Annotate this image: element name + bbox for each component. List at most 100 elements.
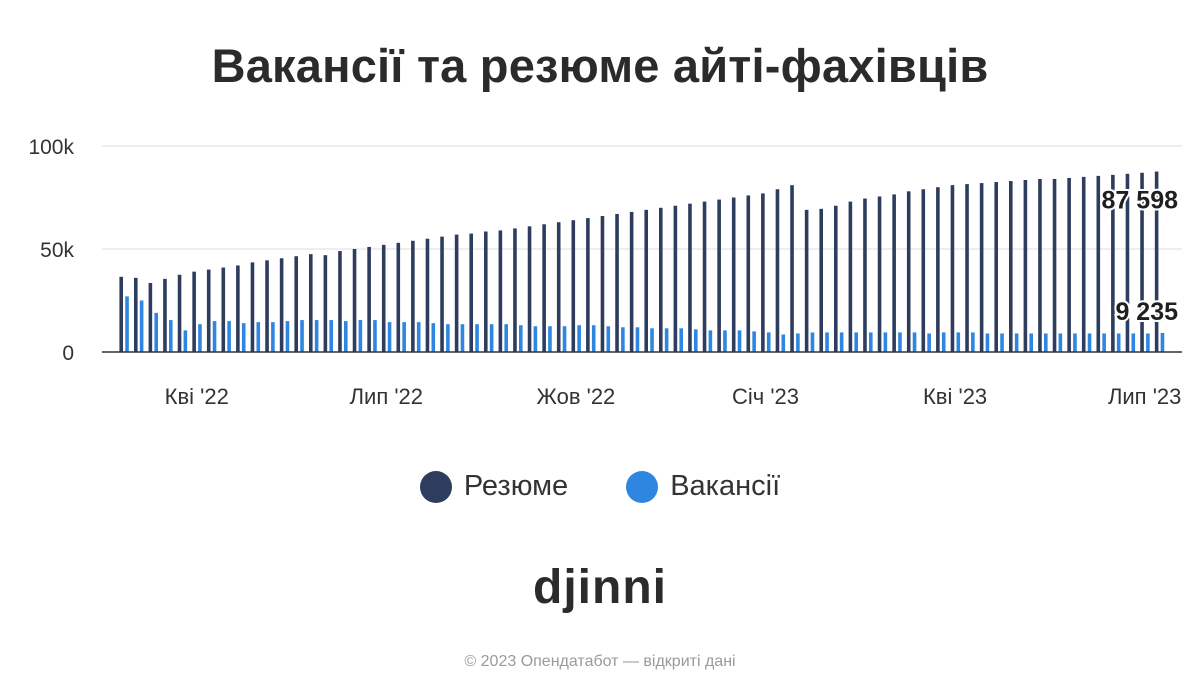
bar-vacancies[interactable] (839, 332, 844, 352)
bar-resume[interactable] (950, 185, 955, 352)
bar-vacancies[interactable] (591, 325, 596, 352)
bar-resume[interactable] (294, 256, 299, 352)
bar-resume[interactable] (308, 254, 313, 352)
bar-vacancies[interactable] (358, 320, 363, 352)
bar-vacancies[interactable] (271, 322, 275, 352)
bar-vacancies[interactable] (796, 333, 800, 352)
bar-resume[interactable] (1067, 177, 1071, 352)
bar-resume[interactable] (454, 234, 459, 352)
bar-resume[interactable] (119, 276, 124, 352)
bar-resume[interactable] (629, 211, 634, 352)
bar-resume[interactable] (542, 224, 546, 352)
bar-resume[interactable] (804, 209, 809, 352)
bar-vacancies[interactable] (168, 320, 173, 352)
bar-vacancies[interactable] (300, 320, 304, 352)
bar-vacancies[interactable] (446, 324, 450, 352)
bar-vacancies[interactable] (1160, 332, 1165, 352)
bar-resume[interactable] (994, 182, 999, 352)
bar-vacancies[interactable] (183, 330, 188, 352)
bar-vacancies[interactable] (752, 331, 756, 352)
bar-vacancies[interactable] (460, 324, 465, 352)
bar-vacancies[interactable] (431, 323, 436, 352)
bar-resume[interactable] (921, 189, 926, 352)
bar-resume[interactable] (1052, 178, 1057, 352)
bar-resume[interactable] (133, 277, 138, 352)
bar-resume[interactable] (367, 246, 371, 352)
bar-resume[interactable] (717, 199, 721, 352)
bar-resume[interactable] (556, 222, 561, 352)
bar-resume[interactable] (790, 185, 794, 352)
bar-resume[interactable] (1081, 176, 1086, 352)
bar-resume[interactable] (148, 282, 153, 352)
bar-vacancies[interactable] (766, 332, 771, 352)
bar-resume[interactable] (1038, 178, 1042, 352)
bar-vacancies[interactable] (518, 325, 523, 352)
bar-vacancies[interactable] (985, 333, 990, 352)
bar-resume[interactable] (483, 231, 488, 352)
bar-vacancies[interactable] (198, 324, 202, 352)
bar-resume[interactable] (936, 187, 940, 352)
bar-vacancies[interactable] (868, 332, 873, 352)
bar-resume[interactable] (965, 184, 969, 352)
bar-vacancies[interactable] (1043, 333, 1048, 352)
bar-vacancies[interactable] (912, 332, 917, 352)
bar-resume[interactable] (906, 191, 911, 352)
bar-resume[interactable] (411, 240, 415, 352)
bar-vacancies[interactable] (810, 332, 815, 352)
bar-resume[interactable] (440, 236, 444, 352)
bar-vacancies[interactable] (475, 324, 479, 352)
bar-vacancies[interactable] (650, 328, 654, 352)
bar-resume[interactable] (746, 195, 751, 352)
bar-vacancies[interactable] (1102, 333, 1106, 352)
bar-resume[interactable] (513, 228, 517, 352)
bar-resume[interactable] (498, 230, 503, 352)
bar-resume[interactable] (673, 205, 678, 352)
bar-resume[interactable] (819, 208, 824, 352)
bar-resume[interactable] (338, 251, 342, 352)
bar-resume[interactable] (586, 218, 590, 352)
bar-resume[interactable] (352, 249, 357, 352)
bar-vacancies[interactable] (125, 296, 129, 352)
bar-resume[interactable] (323, 255, 328, 352)
bar-vacancies[interactable] (504, 324, 509, 352)
bar-vacancies[interactable] (825, 332, 829, 352)
bar-resume[interactable] (775, 189, 780, 352)
bar-vacancies[interactable] (577, 325, 581, 352)
bar-vacancies[interactable] (956, 332, 961, 352)
bar-resume[interactable] (644, 209, 649, 352)
bar-vacancies[interactable] (402, 322, 406, 352)
bar-resume[interactable] (250, 262, 255, 352)
bar-resume[interactable] (265, 260, 269, 352)
bar-resume[interactable] (833, 205, 838, 352)
bar-resume[interactable] (1023, 179, 1028, 352)
bar-vacancies[interactable] (387, 322, 392, 352)
bar-vacancies[interactable] (693, 329, 698, 352)
bar-vacancies[interactable] (927, 333, 931, 352)
bar-resume[interactable] (877, 196, 882, 352)
bar-resume[interactable] (236, 265, 240, 352)
bar-vacancies[interactable] (621, 327, 625, 352)
bar-resume[interactable] (279, 258, 284, 352)
bar-resume[interactable] (192, 271, 196, 352)
bar-resume[interactable] (702, 201, 707, 352)
bar-resume[interactable] (1096, 175, 1101, 352)
bar-vacancies[interactable] (781, 334, 786, 352)
bar-vacancies[interactable] (212, 321, 217, 352)
bar-vacancies[interactable] (562, 326, 567, 352)
bar-vacancies[interactable] (708, 330, 713, 352)
bar-vacancies[interactable] (256, 322, 261, 352)
bar-vacancies[interactable] (285, 321, 290, 352)
bar-vacancies[interactable] (606, 326, 611, 352)
bar-vacancies[interactable] (154, 312, 159, 352)
bar-vacancies[interactable] (416, 322, 421, 352)
bar-vacancies[interactable] (343, 321, 348, 352)
bar-vacancies[interactable] (373, 320, 377, 352)
bar-vacancies[interactable] (1073, 333, 1077, 352)
bar-resume[interactable] (1154, 171, 1159, 352)
bar-vacancies[interactable] (1058, 333, 1063, 352)
bar-vacancies[interactable] (241, 323, 246, 352)
bar-resume[interactable] (1125, 173, 1130, 352)
bar-resume[interactable] (571, 220, 576, 352)
legend-item-vacancies[interactable]: Вакансії (626, 470, 780, 503)
bar-resume[interactable] (688, 203, 692, 352)
